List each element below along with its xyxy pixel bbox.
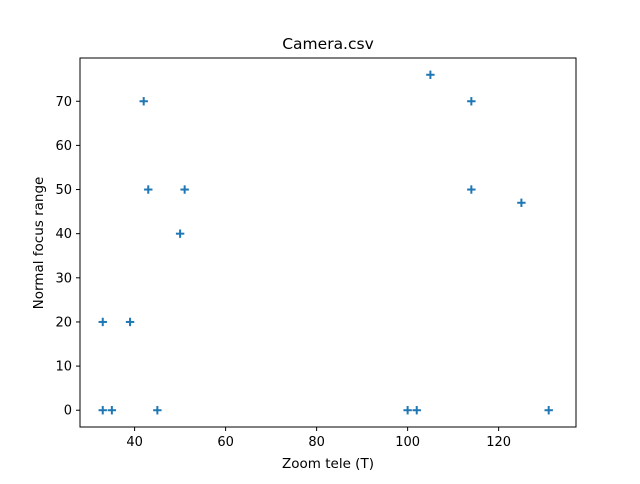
y-tick-label: 50: [55, 183, 72, 198]
x-axis: 40 60 80 100 120: [126, 427, 511, 450]
data-point: [544, 406, 553, 415]
data-point: [98, 406, 107, 415]
data-point: [125, 317, 135, 327]
data-point: [180, 185, 189, 194]
y-tick-label: 0: [64, 404, 72, 419]
data-point: [403, 406, 412, 415]
data-point: [426, 70, 435, 79]
x-tick-label: 40: [126, 435, 143, 450]
data-point: [98, 317, 107, 327]
y-tick-label: 60: [55, 139, 72, 154]
x-axis-label: Zoom tele (T): [282, 456, 374, 472]
data-point: [175, 229, 185, 238]
data-point: [139, 97, 148, 106]
y-tick-label: 10: [55, 360, 72, 375]
chart-title: Camera.csv: [282, 35, 374, 53]
plot-frame: [79, 57, 577, 428]
x-tick-label: 120: [486, 435, 511, 450]
y-tick-label: 20: [55, 315, 72, 330]
x-tick-label: 60: [217, 435, 234, 450]
y-tick-label: 40: [55, 227, 72, 242]
data-point: [144, 185, 153, 194]
y-axis: 0 10 20 30 40 50 60 70: [55, 95, 80, 419]
y-tick-label: 30: [55, 271, 72, 286]
data-point: [467, 97, 476, 106]
data-point: [467, 185, 476, 194]
data-point: [107, 406, 117, 415]
y-tick-label: 70: [55, 95, 72, 110]
x-tick-label: 80: [308, 435, 325, 450]
data-point: [517, 198, 526, 207]
x-tick-label: 100: [395, 435, 420, 450]
data-point: [412, 406, 421, 415]
data-points: [98, 70, 553, 415]
data-point: [153, 406, 162, 415]
y-axis-label: Normal focus range: [31, 177, 47, 310]
